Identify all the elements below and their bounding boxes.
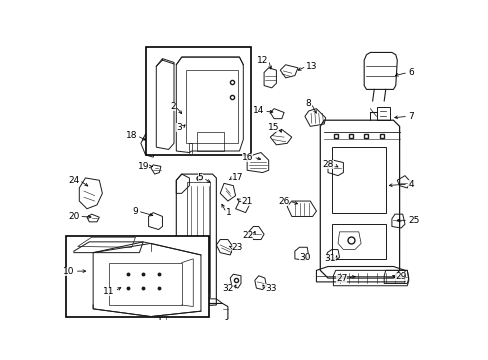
Bar <box>146 47 250 155</box>
Text: 26: 26 <box>278 197 289 206</box>
Text: 11: 11 <box>103 287 115 296</box>
Text: 4: 4 <box>407 180 413 189</box>
Text: 5: 5 <box>197 174 203 183</box>
Text: 13: 13 <box>306 62 317 71</box>
Text: 22: 22 <box>242 231 253 240</box>
Text: 33: 33 <box>264 284 276 293</box>
Text: 20: 20 <box>68 212 79 221</box>
Text: 1: 1 <box>226 208 232 217</box>
Text: 12: 12 <box>257 56 268 65</box>
Text: 23: 23 <box>231 243 243 252</box>
Text: 24: 24 <box>68 176 79 185</box>
Text: 15: 15 <box>267 123 279 132</box>
Text: 14: 14 <box>252 107 264 116</box>
Text: 6: 6 <box>407 68 413 77</box>
Text: 8: 8 <box>305 99 310 108</box>
Text: 31: 31 <box>324 254 335 263</box>
Text: 32: 32 <box>222 284 234 293</box>
Text: 27: 27 <box>335 274 346 283</box>
Text: 9: 9 <box>132 207 138 216</box>
Text: 29: 29 <box>394 272 406 281</box>
Text: 19: 19 <box>138 162 149 171</box>
Text: 2: 2 <box>169 102 175 111</box>
Text: 30: 30 <box>299 253 310 262</box>
Bar <box>66 236 208 316</box>
Text: 3: 3 <box>176 123 182 132</box>
Text: 28: 28 <box>322 160 333 169</box>
Text: 16: 16 <box>241 153 253 162</box>
Text: 7: 7 <box>407 112 413 121</box>
Text: 10: 10 <box>63 267 75 276</box>
Text: 18: 18 <box>125 131 137 140</box>
Text: 21: 21 <box>241 197 252 206</box>
Text: 17: 17 <box>231 174 243 183</box>
Text: 25: 25 <box>407 216 419 225</box>
